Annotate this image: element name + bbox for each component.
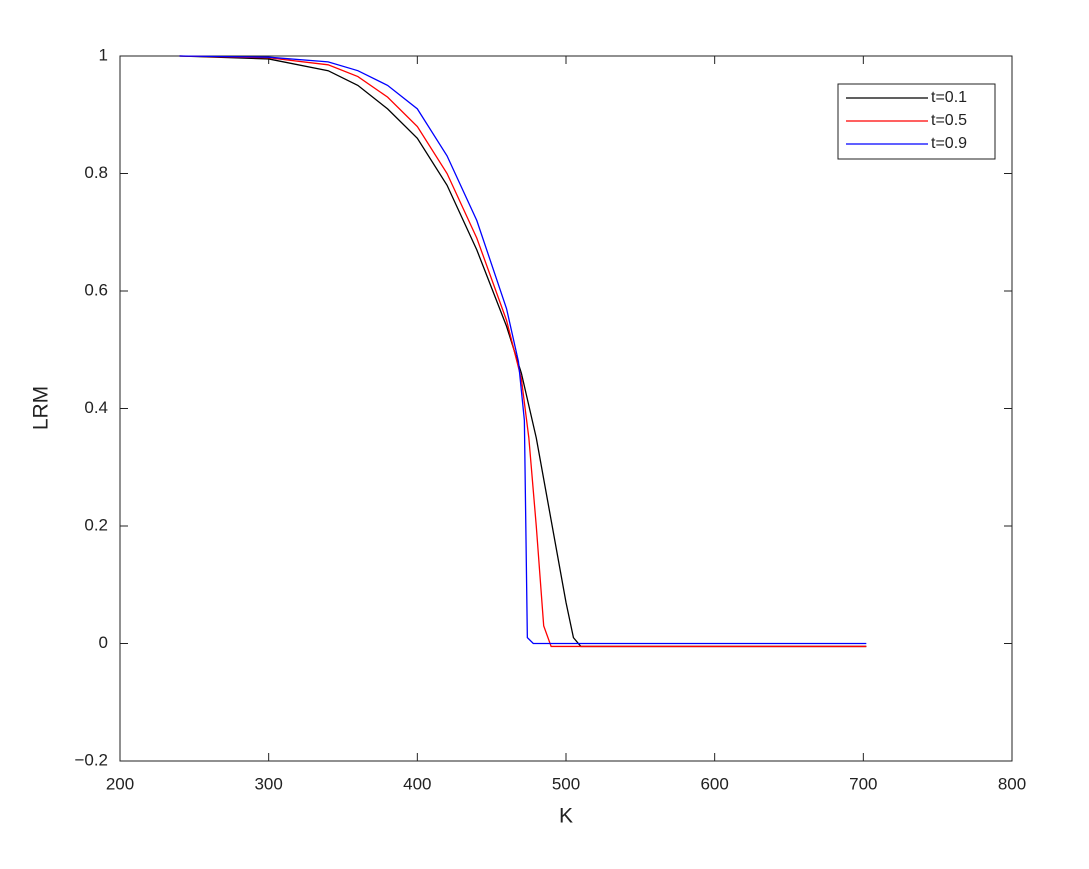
x-tick-label: 200 xyxy=(106,774,134,793)
legend-label: t=0.5 xyxy=(931,112,967,129)
legend-label: t=0.1 xyxy=(931,89,967,106)
x-tick-label: 300 xyxy=(254,774,282,793)
line xyxy=(179,55,867,645)
y-tick-label: 0.8 xyxy=(84,163,108,182)
y-tick-label: 1 xyxy=(99,45,108,64)
x-tick-label: 500 xyxy=(552,774,580,793)
y-axis-label: LRM xyxy=(30,386,53,430)
y-tick-label: 0.2 xyxy=(84,515,108,534)
y-tick-label: −0.2 xyxy=(74,750,108,769)
y-tick-label: 0 xyxy=(99,633,108,652)
x-tick-label: 400 xyxy=(403,774,431,793)
y-tick-label: 0.6 xyxy=(84,280,108,299)
x-tick-label: 700 xyxy=(849,774,877,793)
legend-label: t=0.9 xyxy=(931,135,967,152)
plot-frame xyxy=(119,55,1013,762)
x-tick-label: 600 xyxy=(700,774,728,793)
x-axis-label: K xyxy=(559,805,573,828)
x-tick-label: 800 xyxy=(998,774,1026,793)
line xyxy=(179,55,867,648)
line xyxy=(179,55,867,648)
y-tick-label: 0.4 xyxy=(84,398,108,417)
